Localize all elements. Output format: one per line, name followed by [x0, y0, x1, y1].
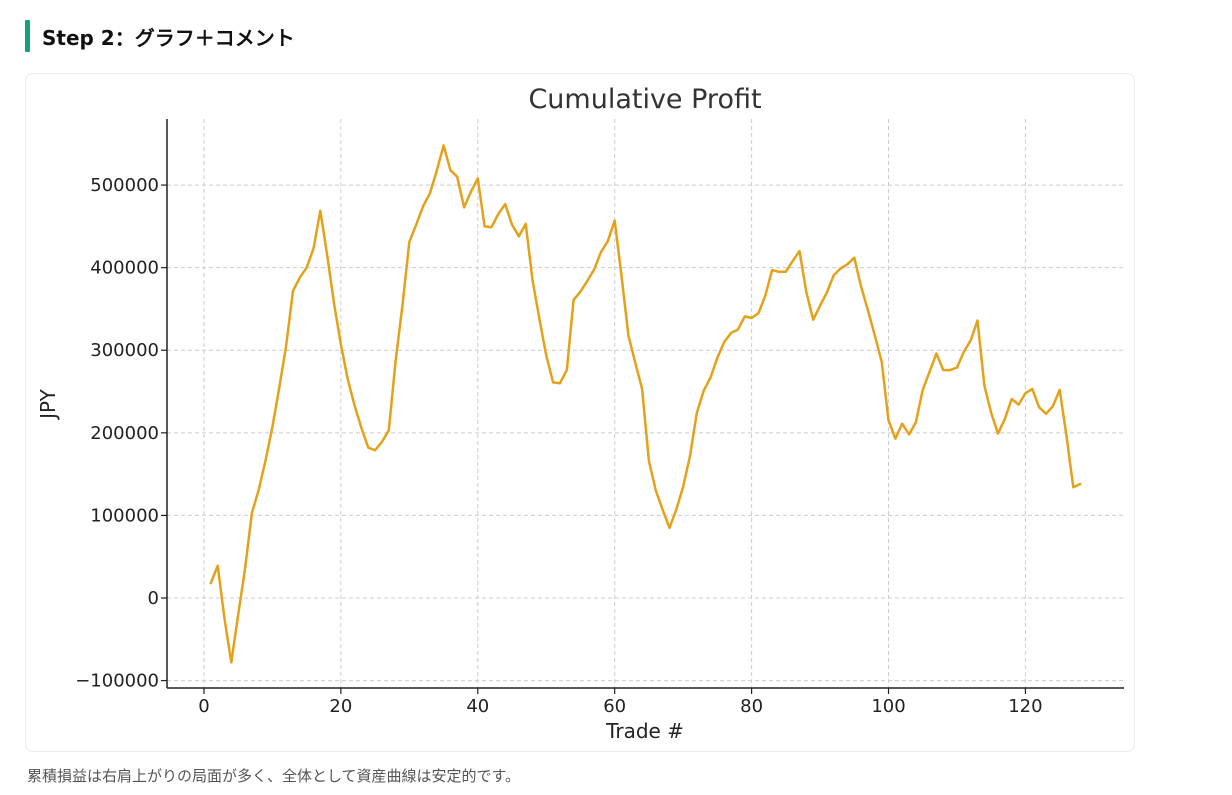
- x-tick-label: 100: [871, 696, 905, 717]
- y-tick-label: 0: [148, 588, 159, 609]
- y-axis-label: JPY: [36, 388, 60, 421]
- cumulative-profit-line: [209, 144, 1082, 664]
- x-axis-label: Trade #: [605, 719, 684, 743]
- section-header: Step 2：グラフ＋コメント: [25, 20, 295, 52]
- x-tick-label: 0: [198, 696, 209, 717]
- y-tick-label: 100000: [90, 505, 159, 526]
- y-tick-label: 300000: [90, 340, 159, 361]
- chart-title: Cumulative Profit: [528, 84, 761, 115]
- y-tick-label: 200000: [90, 423, 159, 444]
- y-tick-label: 500000: [90, 175, 159, 196]
- x-tick-label: 20: [329, 696, 352, 717]
- cumulative-profit-chart: Cumulative Profit Trade # JPY 0 20 40 60 80 1…: [36, 84, 1124, 743]
- section-title: Step 2：グラフ＋コメント: [42, 25, 295, 50]
- x-tick-label: 120: [1008, 696, 1042, 717]
- section-accent-bar: [25, 20, 30, 52]
- chart-card: Cumulative Profit Trade # JPY 0 20 40 60 80 1…: [25, 73, 1135, 752]
- x-tick-label: 80: [740, 696, 763, 717]
- y-tick-label: 400000: [90, 258, 159, 279]
- x-tick-label: 40: [466, 696, 489, 717]
- chart-comment: 累積損益は右肩上がりの局面が多く、全体として資産曲線は安定的です。: [27, 767, 521, 785]
- y-tick-label: −100000: [75, 671, 159, 692]
- x-tick-label: 60: [603, 696, 626, 717]
